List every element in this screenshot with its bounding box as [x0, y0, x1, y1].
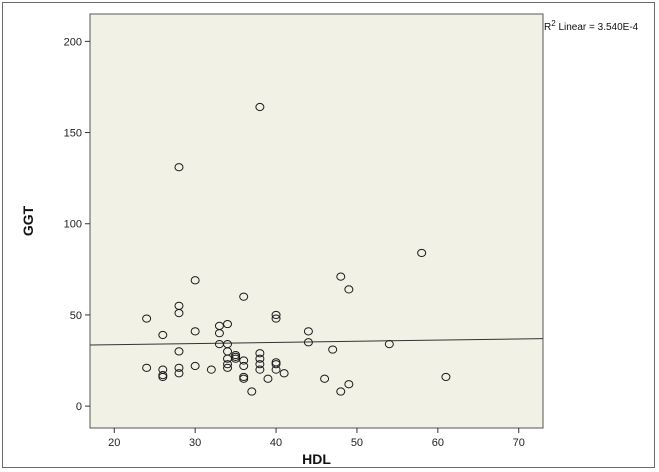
data-point — [303, 327, 313, 336]
data-point — [190, 327, 200, 336]
r2-superscript: 2 — [551, 19, 556, 28]
data-point — [158, 372, 168, 382]
data-point — [174, 309, 184, 318]
data-points — [142, 102, 451, 396]
y-axis-title: GGT — [20, 205, 36, 236]
data-point — [239, 361, 249, 371]
data-point — [336, 387, 346, 396]
x-axis-title: HDL — [302, 451, 331, 467]
data-point — [239, 374, 249, 383]
data-point — [255, 365, 265, 374]
x-tick-label: 60 — [432, 437, 444, 449]
data-point — [303, 338, 313, 347]
data-point — [336, 272, 346, 281]
data-point — [271, 310, 281, 320]
data-point — [255, 349, 265, 358]
x-tick-label: 40 — [270, 437, 282, 449]
data-point — [174, 369, 184, 378]
data-point — [174, 347, 184, 356]
x-tick-label: 70 — [513, 437, 525, 449]
fit-line — [89, 338, 544, 346]
data-point — [328, 345, 338, 354]
data-point — [142, 314, 152, 323]
y-tick-label: 0 — [76, 401, 82, 413]
data-point — [190, 276, 200, 285]
data-point — [142, 363, 152, 372]
r2-annotation: R2 Linear = 3.540E-4 — [544, 19, 639, 33]
data-point — [271, 360, 281, 369]
data-point — [239, 292, 249, 301]
x-tick-label: 50 — [351, 437, 363, 449]
data-point — [441, 372, 451, 382]
data-point — [158, 330, 168, 340]
r2-value: Linear = 3.540E-4 — [556, 22, 639, 33]
y-tick-label: 150 — [64, 128, 82, 140]
data-point — [271, 365, 281, 374]
r2-label: R — [544, 22, 551, 33]
data-point — [271, 314, 281, 323]
x-tick-label: 30 — [189, 437, 201, 449]
data-point — [190, 361, 200, 371]
x-axis: 20 30 40 50 60 70 — [108, 428, 525, 449]
data-point — [255, 360, 265, 369]
data-point — [247, 387, 257, 396]
y-tick-label: 200 — [64, 36, 82, 48]
data-point — [223, 319, 233, 329]
data-point — [384, 340, 394, 349]
y-tick-label: 100 — [64, 219, 82, 231]
data-point — [344, 285, 354, 294]
data-point — [231, 354, 241, 363]
data-point — [279, 369, 289, 378]
data-point — [320, 374, 330, 383]
y-tick-label: 50 — [70, 310, 82, 322]
x-tick-label: 20 — [108, 437, 120, 449]
data-point — [223, 360, 233, 369]
scatter-chart: 20 30 40 50 60 70 0 50 100 150 200 HDL GGT R2 Lin… — [20, 13, 639, 467]
chart-frame: 20 30 40 50 60 70 0 50 100 150 200 HDL GGT R2 Lin… — [2, 2, 655, 468]
data-point — [263, 374, 273, 383]
y-axis: 0 50 100 150 200 — [64, 36, 90, 413]
data-point — [344, 380, 354, 389]
data-point — [255, 354, 265, 363]
data-point — [255, 102, 265, 112]
data-point — [174, 363, 184, 372]
data-point — [214, 329, 224, 338]
data-point — [223, 363, 233, 372]
data-point — [206, 365, 216, 374]
plot-area — [89, 13, 544, 429]
data-point — [239, 356, 249, 365]
data-point — [174, 163, 184, 172]
data-point — [417, 248, 427, 258]
